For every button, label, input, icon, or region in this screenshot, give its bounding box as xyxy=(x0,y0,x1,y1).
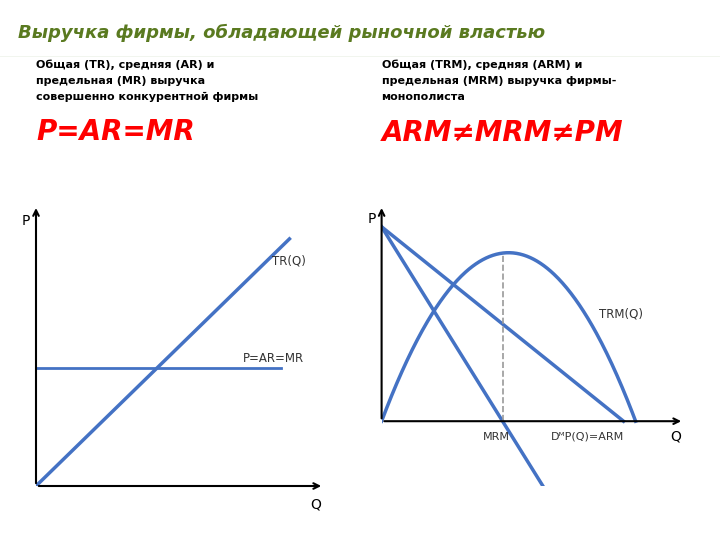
Text: предельная (MR) выручка: предельная (MR) выручка xyxy=(36,76,205,86)
Text: P=AR=MR: P=AR=MR xyxy=(243,353,305,366)
Text: Общая (TR), средняя (AR) и: Общая (TR), средняя (AR) и xyxy=(36,59,215,70)
Text: монополиста: монополиста xyxy=(382,92,465,102)
Text: P: P xyxy=(22,214,30,228)
Text: ARM≠MRM≠PM: ARM≠MRM≠PM xyxy=(382,118,624,146)
Text: предельная (MRM) выручка фирмы-: предельная (MRM) выручка фирмы- xyxy=(382,76,616,86)
Text: совершенно конкурентной фирмы: совершенно конкурентной фирмы xyxy=(36,92,258,102)
Text: P=AR=MR: P=AR=MR xyxy=(36,118,194,146)
Text: Общая (TRM), средняя (ARM) и: Общая (TRM), средняя (ARM) и xyxy=(382,59,582,70)
Text: Q: Q xyxy=(310,497,321,511)
Text: Q: Q xyxy=(670,430,681,444)
Text: DᴹP(Q)=ARМ: DᴹP(Q)=ARМ xyxy=(551,431,624,442)
Text: TRМ(Q): TRМ(Q) xyxy=(599,307,644,321)
Text: P: P xyxy=(367,212,376,226)
Text: Выручка фирмы, обладающей рыночной властью: Выручка фирмы, обладающей рыночной власт… xyxy=(18,24,545,42)
Text: TR(Q): TR(Q) xyxy=(272,254,306,267)
Text: MRМ: MRМ xyxy=(483,431,510,442)
